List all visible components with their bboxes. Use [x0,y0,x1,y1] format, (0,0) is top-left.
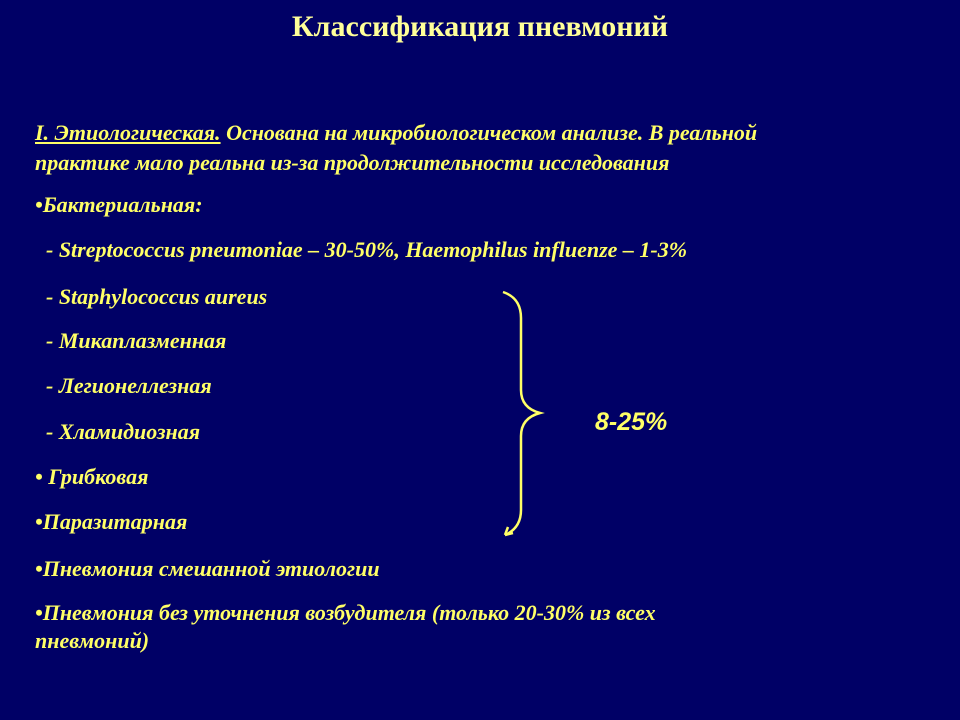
brace-label: 8-25% [595,408,668,436]
list-item-legionella: - Легионеллезная [35,373,212,398]
slide-title: Классификация пневмоний [291,10,669,43]
intro-line-1: I. Этиологическая. Основана на микробиол… [35,119,757,147]
list-item-unspecified-2: пневмоний) [35,628,150,653]
list-item-unspecified-1: •Пневмония без уточнения возбудителя (то… [35,600,656,625]
list-item-staphylococcus: - Staphylococcus aureus [35,284,268,309]
list-item-streptococcus: - Streptococcus pneumoniae – 30-50%, Hae… [35,237,688,262]
list-item-mixed: •Пневмония смешанной этиологии [35,556,380,581]
list-item-bacterial: •Бактериальная: [35,192,203,217]
intro-text-1: Основана на микробиологическом анализе. … [220,120,758,145]
list-item-chlamydia: - Хламидиозная [35,419,201,444]
list-item-parasitic: •Паразитарная [35,509,188,534]
list-item-mycoplasma: - Микаплазменная [35,328,227,353]
list-item-fungal: • Грибковая [35,464,149,489]
intro-heading: I. Этиологическая. [35,120,221,145]
intro-text-2: практике мало реальна из-за продолжитель… [35,150,670,175]
